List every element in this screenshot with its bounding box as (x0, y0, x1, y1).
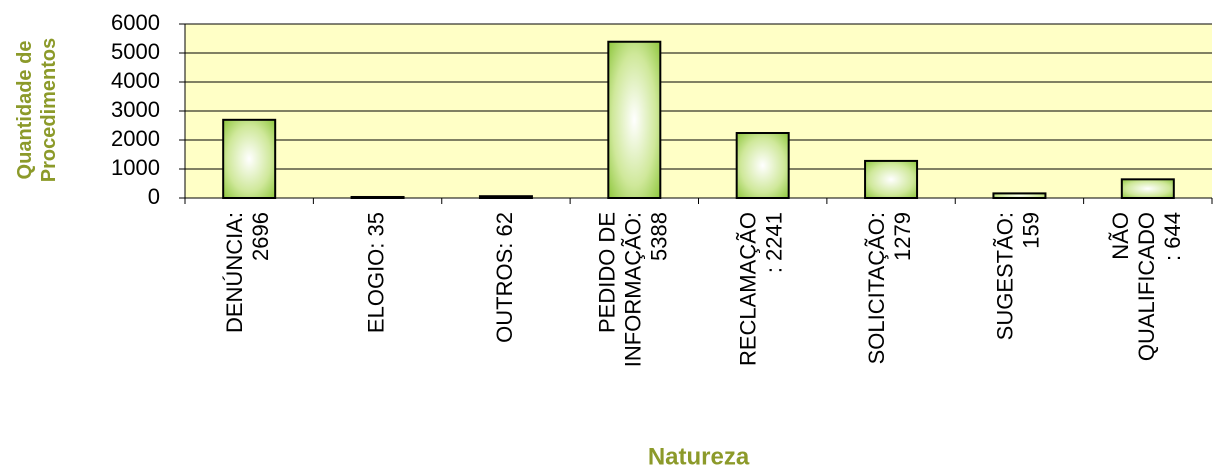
x-tick-label: NÃOQUALIFICADO: 644 (1108, 212, 1185, 361)
x-axis-title: Natureza (648, 443, 750, 470)
y-tick-label: 3000 (111, 97, 160, 122)
y-tick-label: 1000 (111, 155, 160, 180)
bar (1120, 178, 1175, 200)
x-tick-label: ELOGIO: 35 (363, 212, 388, 333)
bar (222, 118, 277, 199)
x-tick-label: RECLAMAÇÃO: 2241 (736, 212, 787, 366)
y-tick-label: 5000 (111, 39, 160, 64)
bar (607, 40, 662, 199)
x-tick-label: PEDIDO DEINFORMAÇÃO:5388 (594, 212, 671, 367)
y-tick-label: 0 (148, 184, 160, 209)
bar (350, 195, 405, 200)
y-tick-label: 4000 (111, 68, 160, 93)
bar (992, 192, 1047, 200)
x-tick-label: SOLICITAÇÃO:1279 (864, 212, 915, 364)
y-tick-label: 6000 (111, 10, 160, 35)
x-tick-label: OUTROS: 62 (492, 212, 517, 343)
bar (478, 195, 533, 199)
bar (735, 132, 790, 199)
bar (864, 159, 919, 199)
x-tick-label: SUGESTÃO:159 (992, 212, 1043, 340)
y-axis-title: Quantidade de Procedimentos (14, 38, 60, 182)
y-tick-label: 2000 (111, 126, 160, 151)
x-tick-label: DENÚNCIA:2696 (222, 212, 273, 333)
